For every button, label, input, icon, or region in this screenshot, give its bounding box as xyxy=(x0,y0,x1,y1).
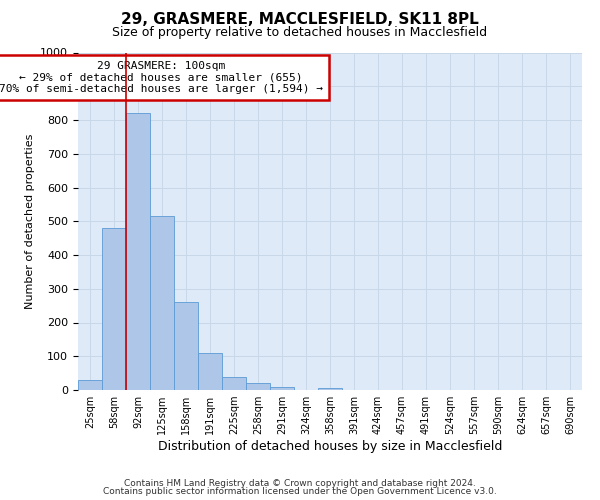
Bar xyxy=(318,388,342,390)
Bar xyxy=(198,353,222,390)
Bar xyxy=(174,302,198,390)
Y-axis label: Number of detached properties: Number of detached properties xyxy=(25,134,35,309)
Bar xyxy=(150,216,174,390)
Bar xyxy=(102,228,126,390)
Text: Contains public sector information licensed under the Open Government Licence v3: Contains public sector information licen… xyxy=(103,488,497,496)
Text: 29 GRASMERE: 100sqm
← 29% of detached houses are smaller (655)
70% of semi-detac: 29 GRASMERE: 100sqm ← 29% of detached ho… xyxy=(0,61,323,94)
Bar xyxy=(126,114,150,390)
Bar xyxy=(270,386,294,390)
Text: Contains HM Land Registry data © Crown copyright and database right 2024.: Contains HM Land Registry data © Crown c… xyxy=(124,478,476,488)
Text: Size of property relative to detached houses in Macclesfield: Size of property relative to detached ho… xyxy=(112,26,488,39)
Bar xyxy=(222,376,246,390)
Text: 29, GRASMERE, MACCLESFIELD, SK11 8PL: 29, GRASMERE, MACCLESFIELD, SK11 8PL xyxy=(121,12,479,28)
X-axis label: Distribution of detached houses by size in Macclesfield: Distribution of detached houses by size … xyxy=(158,440,502,453)
Bar xyxy=(78,380,102,390)
Bar xyxy=(246,383,270,390)
